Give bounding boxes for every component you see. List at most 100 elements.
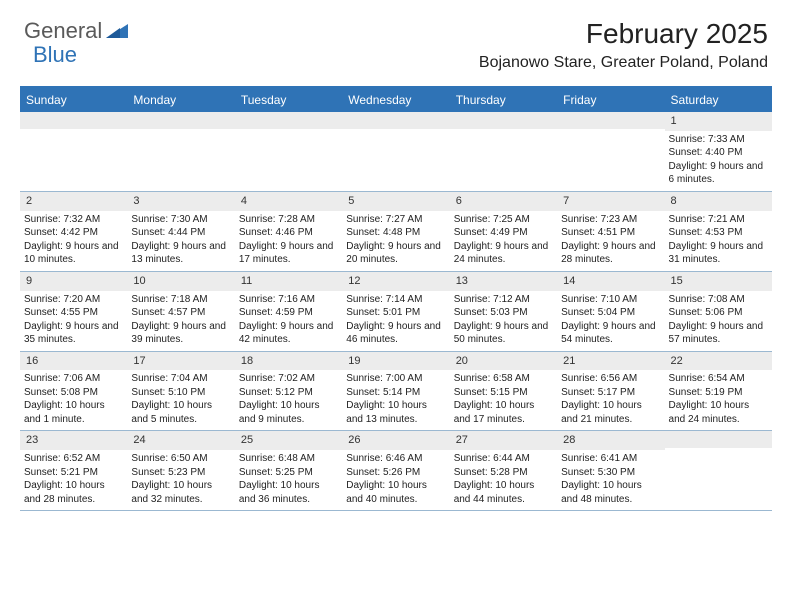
sunrise-text: Sunrise: 7:00 AM — [346, 372, 445, 386]
day-cell: 6Sunrise: 7:25 AMSunset: 4:49 PMDaylight… — [450, 192, 557, 271]
daylight-text: Daylight: 10 hours and 5 minutes. — [131, 399, 230, 426]
day-number: 17 — [127, 352, 234, 371]
day-cell: 9Sunrise: 7:20 AMSunset: 4:55 PMDaylight… — [20, 272, 127, 351]
day-number — [235, 112, 342, 129]
sunset-text: Sunset: 5:01 PM — [346, 306, 445, 320]
daylight-text: Daylight: 10 hours and 28 minutes. — [24, 479, 123, 506]
daylight-text: Daylight: 9 hours and 10 minutes. — [24, 240, 123, 267]
day-number: 5 — [342, 192, 449, 211]
sunrise-text: Sunrise: 7:27 AM — [346, 213, 445, 227]
sunrise-text: Sunrise: 7:21 AM — [669, 213, 768, 227]
sunset-text: Sunset: 5:28 PM — [454, 466, 553, 480]
daylight-text: Daylight: 9 hours and 20 minutes. — [346, 240, 445, 267]
day-number: 12 — [342, 272, 449, 291]
week-row: 1Sunrise: 7:33 AMSunset: 4:40 PMDaylight… — [20, 112, 772, 192]
logo-triangle-icon — [106, 18, 128, 44]
day-cell: 20Sunrise: 6:58 AMSunset: 5:15 PMDayligh… — [450, 352, 557, 431]
day-cell — [127, 112, 234, 191]
sunrise-text: Sunrise: 6:46 AM — [346, 452, 445, 466]
daylight-text: Daylight: 9 hours and 50 minutes. — [454, 320, 553, 347]
daylight-text: Daylight: 10 hours and 17 minutes. — [454, 399, 553, 426]
logo-word1: General — [24, 18, 102, 44]
sunset-text: Sunset: 5:03 PM — [454, 306, 553, 320]
day-cell — [557, 112, 664, 191]
daylight-text: Daylight: 10 hours and 13 minutes. — [346, 399, 445, 426]
title-block: February 2025 Bojanowo Stare, Greater Po… — [479, 18, 768, 72]
day-cell: 11 Sunrise: 7:16 AMSunset: 4:59 PMDayligh… — [235, 272, 342, 351]
day-cell: 27 Sunrise: 6:44 AMSunset: 5:28 PMDayligh… — [450, 431, 557, 510]
day-number: 1 — [665, 112, 772, 131]
sunrise-text: Sunrise: 7:32 AM — [24, 213, 123, 227]
sunset-text: Sunset: 5:25 PM — [239, 466, 338, 480]
day-number: 24 — [127, 431, 234, 450]
day-cell — [450, 112, 557, 191]
daylight-text: Daylight: 10 hours and 44 minutes. — [454, 479, 553, 506]
day-cell: 18Sunrise: 7:02 AMSunset: 5:12 PMDayligh… — [235, 352, 342, 431]
weekday-mon: Monday — [127, 88, 234, 112]
day-number: 2 — [20, 192, 127, 211]
sunrise-text: Sunrise: 6:44 AM — [454, 452, 553, 466]
day-cell: 17Sunrise: 7:04 AMSunset: 5:10 PMDayligh… — [127, 352, 234, 431]
daylight-text: Daylight: 10 hours and 1 minute. — [24, 399, 123, 426]
day-cell: 12Sunrise: 7:14 AMSunset: 5:01 PMDayligh… — [342, 272, 449, 351]
header: General February 2025 Bojanowo Stare, Gr… — [0, 0, 792, 80]
day-cell: 5 Sunrise: 7:27 AMSunset: 4:48 PMDaylight… — [342, 192, 449, 271]
daylight-text: Daylight: 10 hours and 36 minutes. — [239, 479, 338, 506]
sunset-text: Sunset: 5:08 PM — [24, 386, 123, 400]
day-cell: 14Sunrise: 7:10 AMSunset: 5:04 PMDayligh… — [557, 272, 664, 351]
daylight-text: Daylight: 10 hours and 32 minutes. — [131, 479, 230, 506]
sunrise-text: Sunrise: 6:56 AM — [561, 372, 660, 386]
sunset-text: Sunset: 5:19 PM — [669, 386, 768, 400]
day-cell: 1Sunrise: 7:33 AMSunset: 4:40 PMDaylight… — [665, 112, 772, 191]
sunset-text: Sunset: 4:49 PM — [454, 226, 553, 240]
sunset-text: Sunset: 5:04 PM — [561, 306, 660, 320]
weekday-wed: Wednesday — [342, 88, 449, 112]
week-row: 23Sunrise: 6:52 AMSunset: 5:21 PMDayligh… — [20, 431, 772, 511]
weekday-sat: Saturday — [665, 88, 772, 112]
sunrise-text: Sunrise: 7:04 AM — [131, 372, 230, 386]
day-cell — [20, 112, 127, 191]
weekday-header: Sunday Monday Tuesday Wednesday Thursday… — [20, 88, 772, 112]
day-number: 10 — [127, 272, 234, 291]
daylight-text: Daylight: 9 hours and 54 minutes. — [561, 320, 660, 347]
day-number — [557, 112, 664, 129]
sunset-text: Sunset: 4:59 PM — [239, 306, 338, 320]
sunrise-text: Sunrise: 6:54 AM — [669, 372, 768, 386]
sunrise-text: Sunrise: 7:12 AM — [454, 293, 553, 307]
sunset-text: Sunset: 4:48 PM — [346, 226, 445, 240]
daylight-text: Daylight: 9 hours and 6 minutes. — [669, 160, 768, 187]
day-cell: 7Sunrise: 7:23 AMSunset: 4:51 PMDaylight… — [557, 192, 664, 271]
sunrise-text: Sunrise: 7:33 AM — [669, 133, 768, 147]
month-title: February 2025 — [479, 18, 768, 50]
day-number: 25 — [235, 431, 342, 450]
day-number: 11 — [235, 272, 342, 291]
sunset-text: Sunset: 5:23 PM — [131, 466, 230, 480]
day-cell — [235, 112, 342, 191]
sunrise-text: Sunrise: 7:10 AM — [561, 293, 660, 307]
sunrise-text: Sunrise: 7:08 AM — [669, 293, 768, 307]
weekday-tue: Tuesday — [235, 88, 342, 112]
daylight-text: Daylight: 10 hours and 40 minutes. — [346, 479, 445, 506]
sunset-text: Sunset: 4:53 PM — [669, 226, 768, 240]
sunset-text: Sunset: 4:51 PM — [561, 226, 660, 240]
sunrise-text: Sunrise: 6:52 AM — [24, 452, 123, 466]
day-number: 23 — [20, 431, 127, 450]
day-cell: 2Sunrise: 7:32 AMSunset: 4:42 PMDaylight… — [20, 192, 127, 271]
sunset-text: Sunset: 5:12 PM — [239, 386, 338, 400]
sunrise-text: Sunrise: 7:14 AM — [346, 293, 445, 307]
sunrise-text: Sunrise: 7:16 AM — [239, 293, 338, 307]
day-cell: 22Sunrise: 6:54 AMSunset: 5:19 PMDayligh… — [665, 352, 772, 431]
weeks-container: 1Sunrise: 7:33 AMSunset: 4:40 PMDaylight… — [20, 112, 772, 511]
daylight-text: Daylight: 9 hours and 57 minutes. — [669, 320, 768, 347]
day-cell — [342, 112, 449, 191]
day-number: 26 — [342, 431, 449, 450]
sunset-text: Sunset: 4:46 PM — [239, 226, 338, 240]
day-number: 27 — [450, 431, 557, 450]
daylight-text: Daylight: 10 hours and 48 minutes. — [561, 479, 660, 506]
calendar: Sunday Monday Tuesday Wednesday Thursday… — [20, 86, 772, 511]
week-row: 16Sunrise: 7:06 AMSunset: 5:08 PMDayligh… — [20, 352, 772, 432]
daylight-text: Daylight: 9 hours and 42 minutes. — [239, 320, 338, 347]
weekday-fri: Friday — [557, 88, 664, 112]
week-row: 9Sunrise: 7:20 AMSunset: 4:55 PMDaylight… — [20, 272, 772, 352]
daylight-text: Daylight: 9 hours and 39 minutes. — [131, 320, 230, 347]
